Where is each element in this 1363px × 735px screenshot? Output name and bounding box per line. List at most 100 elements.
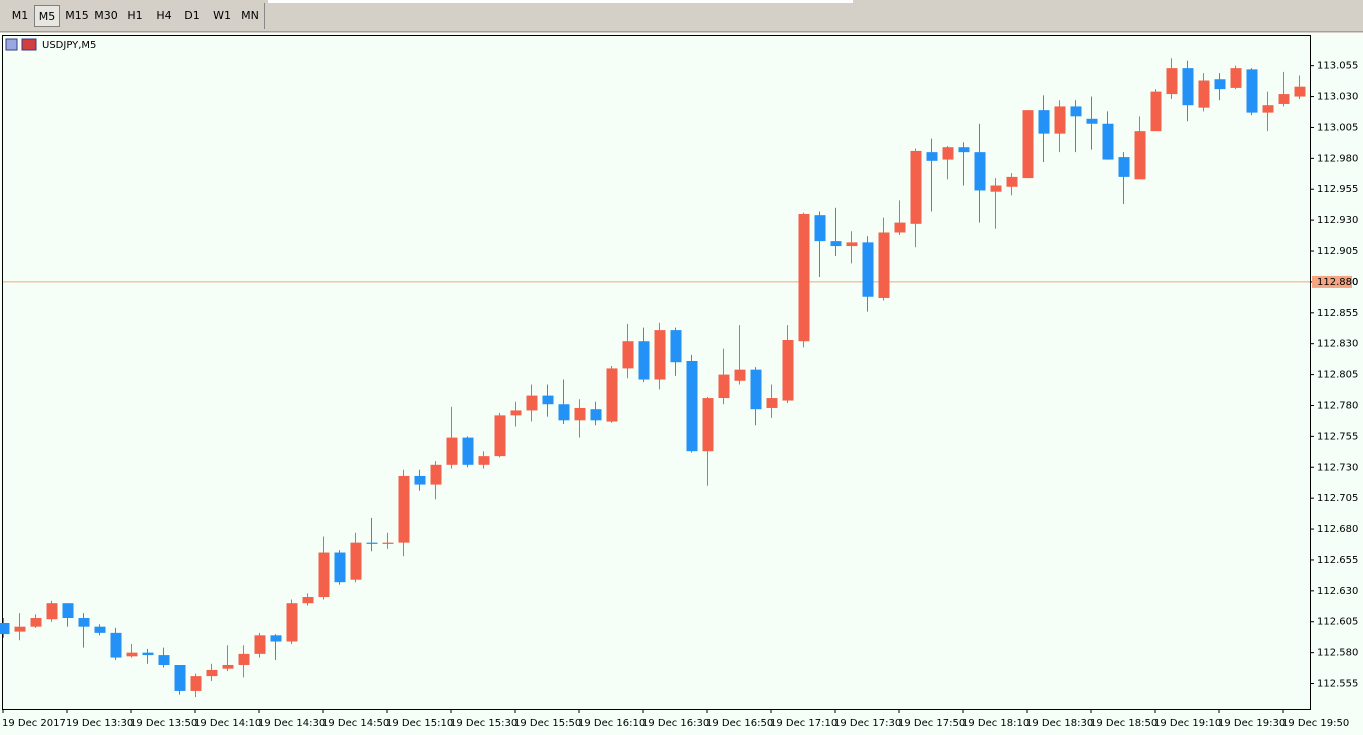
candle-body [286, 603, 298, 642]
candle-body [94, 626, 106, 633]
candle-body [654, 330, 666, 380]
x-tick-label: 19 Dec 14:50 [322, 718, 389, 729]
candle-body [334, 552, 346, 583]
x-tick-label: 19 Dec 16:30 [642, 718, 709, 729]
candle-body [158, 655, 170, 665]
chart: USDJPY,M5 113.055 113.030 113.005 112.980 11… [0, 33, 1363, 735]
candle-body [190, 676, 202, 691]
y-tick-label: 112.780 [1317, 400, 1358, 411]
candle-body [1262, 105, 1274, 113]
window-icon [5, 38, 18, 51]
candle-body [1246, 69, 1258, 113]
timeframe-button[interactable]: M5 [34, 5, 60, 27]
candle-body [734, 369, 746, 381]
candle-body [1166, 68, 1178, 95]
candle-body [1038, 110, 1050, 134]
y-tick-label: 112.630 [1317, 586, 1358, 597]
candle-body [238, 653, 250, 665]
timeframe-button[interactable]: M15 [65, 9, 89, 22]
candle-body [974, 152, 986, 191]
candle-body [30, 618, 42, 627]
y-tick-label: 112.755 [1317, 431, 1358, 442]
y-tick-label: 112.905 [1317, 246, 1358, 257]
candle-body [510, 410, 522, 416]
x-tick-label: 19 Dec 2017 [2, 718, 66, 729]
timeframe-button[interactable]: M1 [11, 9, 29, 22]
timeframe-toolbar: M1 M5 M15 M30 H1 H4 D1 W1 MN [0, 0, 1363, 32]
candle-body [990, 185, 1002, 192]
candle-body [942, 147, 954, 160]
y-tick-label: 112.680 [1317, 524, 1358, 535]
x-tick-label: 19 Dec 17:10 [770, 718, 837, 729]
y-tick-label: 112.730 [1317, 462, 1358, 473]
chart-title: USDJPY,M5 [42, 40, 96, 51]
candle-body [926, 152, 938, 161]
x-tick-label: 19 Dec 13:30 [66, 718, 133, 729]
x-tick-label: 19 Dec 19:30 [1218, 718, 1285, 729]
x-tick-label: 19 Dec 19:10 [1154, 718, 1221, 729]
x-tick-label: 19 Dec 15:10 [386, 718, 453, 729]
candle-body [558, 404, 570, 421]
candle-body [782, 339, 794, 401]
candle-body [798, 213, 810, 342]
y-tick-label: 112.980 [1317, 153, 1358, 164]
x-tick-label: 19 Dec 16:50 [706, 718, 773, 729]
candle-body [0, 622, 10, 635]
button-group: M1 M5 M15 M30 H1 H4 D1 W1 MN [2, 3, 265, 29]
candle-body [1070, 106, 1082, 117]
candle-body [206, 669, 218, 677]
candle-body [478, 456, 490, 465]
timeframe-button[interactable]: M30 [94, 9, 118, 22]
candle-body [958, 147, 970, 153]
candle-body [750, 369, 762, 410]
x-tick-label: 19 Dec 15:50 [514, 718, 581, 729]
candle-body [382, 542, 394, 544]
candle-body [270, 635, 282, 642]
candle-body [414, 475, 426, 485]
candle-body [670, 330, 682, 363]
candle-body [366, 542, 378, 544]
candle-body [862, 242, 874, 297]
x-tick-label: 19 Dec 19:50 [1282, 718, 1349, 729]
chart-background [0, 33, 1363, 735]
price-tag-label: 112.880 [1317, 277, 1358, 288]
x-tick-label: 19 Dec 17:30 [834, 718, 901, 729]
toolbar-strip [268, 0, 853, 3]
y-tick-label: 112.580 [1317, 648, 1358, 659]
candle-body [174, 664, 186, 691]
candle-body [702, 398, 714, 452]
candle-body [846, 242, 858, 247]
timeframe-button[interactable]: H1 [127, 9, 143, 22]
candle-body [126, 652, 138, 657]
candle-body [1214, 79, 1226, 90]
y-tick-label: 112.605 [1317, 617, 1358, 628]
timeframe-button[interactable]: D1 [184, 9, 200, 22]
candle-body [1118, 157, 1130, 177]
candle-body [494, 415, 506, 457]
x-tick-label: 19 Dec 13:50 [130, 718, 197, 729]
candle-body [1294, 86, 1306, 97]
candle-body [574, 407, 586, 421]
candle-body [590, 409, 602, 421]
candle-body [766, 398, 778, 408]
candle-body [1198, 80, 1210, 108]
x-tick-label: 19 Dec 18:10 [962, 718, 1029, 729]
candle-body [446, 437, 458, 465]
candle-body [318, 552, 330, 598]
symbol-icon [21, 38, 37, 51]
price-tag [1312, 275, 1352, 288]
candle-body [686, 360, 698, 452]
candle-body [1134, 131, 1146, 180]
x-tick-label: 19 Dec 14:10 [194, 718, 261, 729]
candle-body [1086, 118, 1098, 124]
candle-body [1006, 176, 1018, 187]
candle-body [254, 635, 266, 654]
x-tick-label: 19 Dec 14:30 [258, 718, 325, 729]
timeframe-button[interactable]: W1 [213, 9, 231, 22]
candle-body [462, 437, 474, 465]
timeframe-button[interactable]: MN [241, 9, 259, 22]
timeframe-button[interactable]: H4 [156, 9, 172, 22]
candle-body [222, 664, 234, 669]
candle-body [1022, 110, 1034, 179]
